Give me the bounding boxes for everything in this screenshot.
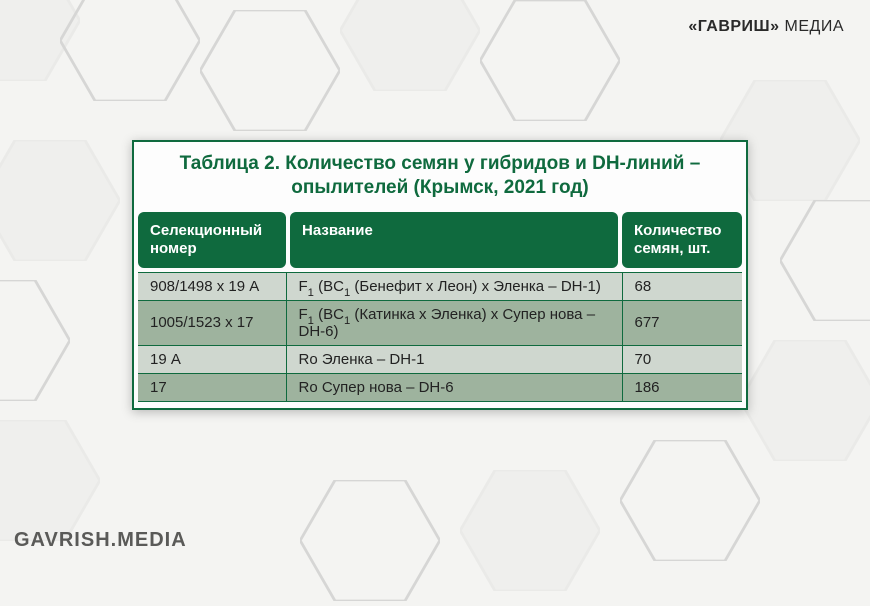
- table-row: 1005/1523 х 17F1 (BC1 (Катинка х Эленка)…: [138, 300, 742, 345]
- table-row: 908/1498 х 19 АF1 (BC1 (Бенефит х Леон) …: [138, 272, 742, 300]
- cell-selection-number: 19 А: [138, 345, 286, 373]
- cell-seed-count: 70: [622, 345, 742, 373]
- table-header-row: Селекционный номер Название Количество с…: [134, 212, 746, 272]
- table-title: Таблица 2. Количество семян у гибридов и…: [134, 142, 746, 212]
- cell-seed-count: 186: [622, 373, 742, 401]
- cell-name: Ro Супер нова – DH-6: [286, 373, 622, 401]
- cell-seed-count: 677: [622, 300, 742, 345]
- brand-top-bold: «ГАВРИШ»: [688, 18, 779, 35]
- data-table-body: 908/1498 х 19 АF1 (BC1 (Бенефит х Леон) …: [138, 272, 742, 401]
- cell-name: Ro Эленка – DH-1: [286, 345, 622, 373]
- data-table: 908/1498 х 19 АF1 (BC1 (Бенефит х Леон) …: [138, 272, 742, 402]
- brand-top: «ГАВРИШ» МЕДИА: [688, 18, 844, 36]
- col-header-selection-number: Селекционный номер: [138, 212, 286, 268]
- cell-name: F1 (BC1 (Катинка х Эленка) х Супер нова …: [286, 300, 622, 345]
- table-row: 19 АRo Эленка – DH-170: [138, 345, 742, 373]
- col-header-seed-count: Количество семян, шт.: [622, 212, 742, 268]
- col-header-name: Название: [290, 212, 618, 268]
- cell-selection-number: 17: [138, 373, 286, 401]
- cell-seed-count: 68: [622, 272, 742, 300]
- brand-top-light: МЕДИА: [784, 18, 844, 35]
- table-card: Таблица 2. Количество семян у гибридов и…: [132, 140, 748, 410]
- cell-selection-number: 908/1498 х 19 А: [138, 272, 286, 300]
- table-row: 17Ro Супер нова – DH-6186: [138, 373, 742, 401]
- cell-name: F1 (BC1 (Бенефит х Леон) х Эленка – DH-1…: [286, 272, 622, 300]
- brand-bottom: GAVRISH.MEDIA: [14, 529, 187, 552]
- cell-selection-number: 1005/1523 х 17: [138, 300, 286, 345]
